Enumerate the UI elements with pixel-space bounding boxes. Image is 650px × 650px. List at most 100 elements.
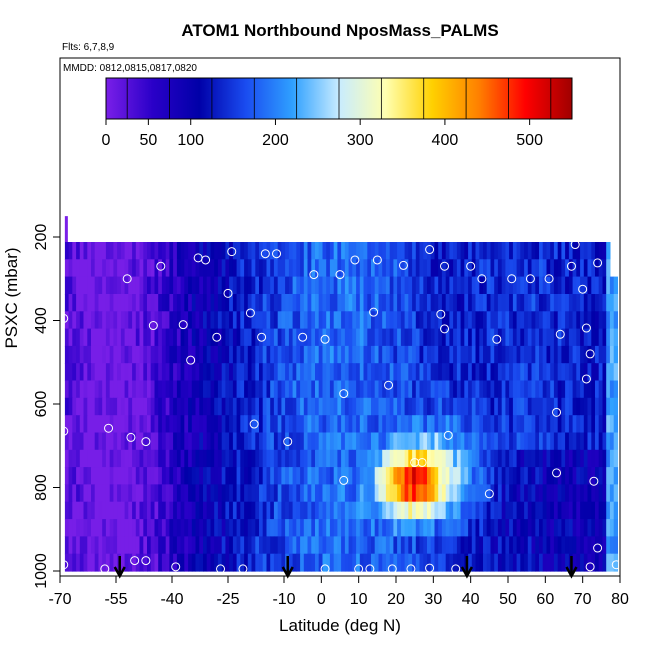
field-cell	[307, 345, 312, 364]
field-cell	[113, 397, 118, 416]
field-cell	[591, 536, 596, 555]
field-cell	[206, 345, 211, 364]
obs-point	[593, 258, 603, 268]
field-cell	[565, 449, 570, 468]
field-cell	[456, 536, 462, 555]
field-cell	[285, 363, 290, 382]
field-cell	[337, 276, 342, 295]
field-cell	[583, 328, 589, 347]
field-cell	[505, 553, 510, 572]
field-cell	[311, 380, 316, 399]
field-cell	[591, 415, 596, 434]
field-cell	[300, 259, 305, 278]
field-cell	[262, 328, 267, 347]
field-cell	[441, 363, 447, 382]
field-cell	[404, 363, 409, 382]
field-cell	[595, 449, 600, 468]
field-cell	[453, 294, 458, 312]
field-cell	[456, 432, 462, 451]
field-cell	[542, 259, 547, 278]
field-cell	[240, 328, 245, 347]
field-cell	[270, 294, 275, 312]
field-cell	[225, 363, 230, 382]
obs-point	[335, 270, 345, 280]
field-cell	[285, 242, 290, 260]
obs-point	[212, 332, 222, 342]
field-cell	[344, 363, 350, 382]
field-cell	[307, 294, 312, 312]
field-cell	[337, 449, 342, 468]
field-cell	[546, 397, 551, 416]
obs-point	[369, 307, 379, 317]
obs-point	[440, 261, 450, 271]
field-cell	[277, 432, 282, 451]
field-cell	[456, 276, 462, 295]
field-cell	[165, 432, 170, 451]
field-cell	[150, 432, 155, 451]
field-cell	[79, 328, 85, 347]
field-cell	[303, 432, 309, 451]
field-cell	[68, 294, 73, 312]
field-cell	[397, 432, 402, 451]
field-cell	[288, 363, 294, 382]
field-cell	[109, 432, 114, 451]
field-cell	[490, 415, 495, 434]
field-cell	[277, 380, 282, 399]
field-cell	[188, 415, 193, 434]
field-cell	[79, 311, 85, 330]
field-cell	[318, 276, 323, 295]
field-cell	[486, 311, 491, 330]
field-cell	[382, 536, 387, 555]
obs-point	[216, 564, 226, 574]
field-cell	[64, 276, 70, 295]
field-cell	[337, 380, 342, 399]
field-cell	[303, 484, 309, 503]
field-cell	[132, 328, 137, 347]
field-cell	[550, 467, 555, 485]
field-cell	[232, 519, 238, 537]
field-cell	[460, 311, 465, 330]
field-cell	[83, 467, 88, 485]
field-cell	[408, 449, 413, 468]
field-cell	[72, 536, 77, 555]
field-cell	[229, 328, 234, 347]
field-cell	[591, 432, 596, 451]
field-cell	[535, 311, 540, 330]
field-cell	[72, 328, 77, 347]
field-cell	[341, 536, 346, 555]
x-tick-label: -55	[104, 591, 127, 608]
field-cell	[109, 415, 114, 434]
field-cell	[72, 345, 77, 364]
obs-point	[384, 380, 394, 390]
field-cell	[505, 467, 510, 485]
y-tick-label: 800	[33, 474, 50, 501]
field-cell	[139, 519, 144, 537]
obs-point	[148, 321, 158, 331]
field-cell	[356, 328, 361, 347]
field-cell	[438, 242, 443, 260]
field-cell	[315, 553, 320, 572]
field-cell	[184, 501, 189, 520]
field-cell	[109, 536, 114, 555]
field-cell	[232, 415, 238, 434]
obs-point	[249, 419, 259, 429]
field-cell	[359, 311, 365, 330]
field-cell	[288, 311, 294, 330]
field-cell	[79, 380, 85, 399]
field-cell	[296, 432, 301, 451]
field-cell	[251, 311, 256, 330]
field-cell	[68, 432, 73, 451]
field-cell	[557, 467, 562, 485]
field-cell	[580, 484, 585, 503]
field-cell	[367, 467, 372, 485]
field-cell	[169, 259, 174, 278]
field-cell	[456, 328, 462, 347]
field-cell	[341, 363, 346, 382]
field-cell	[68, 276, 73, 295]
field-cell	[352, 259, 357, 278]
field-cell	[412, 553, 417, 572]
field-cell	[273, 276, 279, 295]
field-cell	[285, 259, 290, 278]
field-cell	[64, 415, 70, 434]
field-cell	[561, 449, 566, 468]
